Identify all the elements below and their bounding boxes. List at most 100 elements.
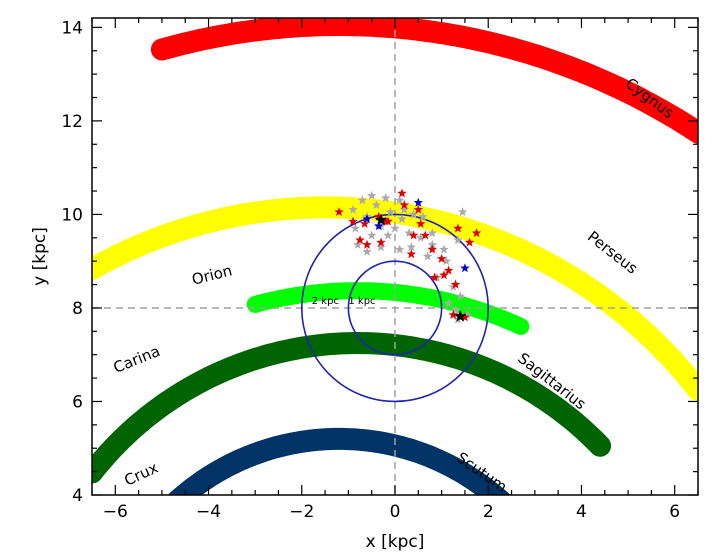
star-point-0-8 <box>399 204 410 214</box>
star-point-3-0 <box>374 213 388 226</box>
star-point-2-2 <box>373 221 384 231</box>
star-point-0-32 <box>462 309 473 319</box>
ring-labels: 1 kpc 2 kpc <box>312 296 376 307</box>
star-point-0-18 <box>394 244 405 254</box>
star-point-0-16 <box>352 239 363 249</box>
star-point-1-15 <box>453 223 463 233</box>
axis-ticks <box>91 18 699 496</box>
star-point-2-1 <box>413 197 424 207</box>
star-point-0-14 <box>415 232 426 242</box>
star-point-0-17 <box>376 242 386 252</box>
star-point-0-7 <box>385 207 396 217</box>
y-tick-label: 8 <box>72 299 83 319</box>
x-tick-label: 6 <box>669 502 680 522</box>
y-tick-label: 4 <box>72 486 83 506</box>
star-point-1-2 <box>359 218 370 228</box>
star-point-0-24 <box>457 207 468 217</box>
arm-sagittarius <box>92 332 612 484</box>
star-point-2-0 <box>362 214 372 224</box>
star-point-0-10 <box>418 211 428 221</box>
star-point-0-30 <box>443 298 454 308</box>
x-tick-labels: −6 −4 −2 0 2 4 6 <box>103 502 680 522</box>
star-point-0-5 <box>348 204 358 214</box>
x-tick-label: −4 <box>196 502 221 522</box>
star-point-0-29 <box>455 291 466 301</box>
star-point-1-13 <box>406 249 417 259</box>
y-tick-labels: 4 6 8 10 12 14 <box>61 18 83 506</box>
star-point-0-21 <box>439 244 449 254</box>
star-point-0-23 <box>453 235 463 245</box>
x-tick-label: 0 <box>390 502 401 522</box>
star-point-1-10 <box>415 218 426 228</box>
star-point-0-9 <box>408 209 419 219</box>
star-point-1-16 <box>464 237 475 247</box>
x-tick-label: −6 <box>103 502 128 522</box>
star-point-0-0 <box>357 195 368 205</box>
circle-1kpc <box>347 260 443 356</box>
star-point-0-1 <box>366 190 377 200</box>
star-point-1-9 <box>380 216 391 226</box>
star-point-1-17 <box>471 228 482 238</box>
star-point-0-4 <box>371 200 382 210</box>
y-tick-label: 14 <box>61 18 83 38</box>
x-axis-label: x [kpc] <box>366 532 425 552</box>
star-point-1-26 <box>413 204 424 214</box>
arm-cygnus <box>150 18 698 144</box>
star-point-1-14 <box>427 244 438 254</box>
star-point-1-25 <box>373 211 384 221</box>
star-point-0-37 <box>362 246 372 256</box>
star-point-0-35 <box>397 214 407 224</box>
circle-2kpc <box>300 213 490 403</box>
y-tick-label: 6 <box>72 392 83 412</box>
star-point-0-25 <box>441 256 452 266</box>
reference-lines <box>92 18 698 495</box>
star-point-1-21 <box>429 272 440 282</box>
data-points <box>334 188 482 324</box>
star-point-1-24 <box>460 312 470 322</box>
x-tick-label: −2 <box>289 502 314 522</box>
star-point-1-12 <box>420 230 431 240</box>
star-point-1-20 <box>439 270 449 280</box>
star-point-0-26 <box>422 251 433 261</box>
x-tick-label: 2 <box>483 502 494 522</box>
star-point-1-18 <box>436 253 447 263</box>
star-point-1-7 <box>399 200 410 210</box>
star-point-0-34 <box>350 223 361 233</box>
star-point-0-31 <box>450 305 461 315</box>
ring-label-2kpc: 2 kpc <box>312 296 339 307</box>
star-point-1-0 <box>334 207 344 217</box>
star-point-1-23 <box>448 309 459 319</box>
y-tick-label: 12 <box>61 112 83 132</box>
x-tick-label: 4 <box>576 502 587 522</box>
arm-label-carina: Carina <box>111 342 163 377</box>
star-point-0-22 <box>427 228 438 238</box>
star-point-1-8 <box>397 188 407 198</box>
star-point-1-4 <box>362 239 372 249</box>
y-axis-label: y [kpc] <box>30 227 50 286</box>
star-point-3-1 <box>454 309 467 322</box>
star-point-0-2 <box>380 193 391 203</box>
distance-circles <box>300 213 490 403</box>
spiral-arms <box>92 18 698 495</box>
star-point-1-19 <box>443 265 454 275</box>
star-point-1-22 <box>450 279 461 289</box>
arm-label-orion: Orion <box>190 261 234 288</box>
star-point-0-3 <box>394 195 405 205</box>
star-point-0-15 <box>366 230 377 240</box>
arm-label-crux: Crux <box>121 458 160 489</box>
arm-scutum <box>167 427 511 495</box>
star-point-1-5 <box>376 237 386 247</box>
star-point-0-12 <box>390 223 400 233</box>
star-point-0-19 <box>406 242 417 252</box>
y-tick-label: 10 <box>61 205 83 225</box>
plot-area <box>92 18 698 495</box>
star-point-2-3 <box>460 263 470 273</box>
arm-label-perseus: Perseus <box>584 228 641 278</box>
star-point-0-13 <box>404 228 414 238</box>
arm-orion <box>246 282 530 335</box>
star-point-0-36 <box>383 230 393 240</box>
ring-label-1kpc: 1 kpc <box>348 296 375 307</box>
star-point-1-11 <box>408 230 419 240</box>
star-point-1-3 <box>355 235 365 245</box>
